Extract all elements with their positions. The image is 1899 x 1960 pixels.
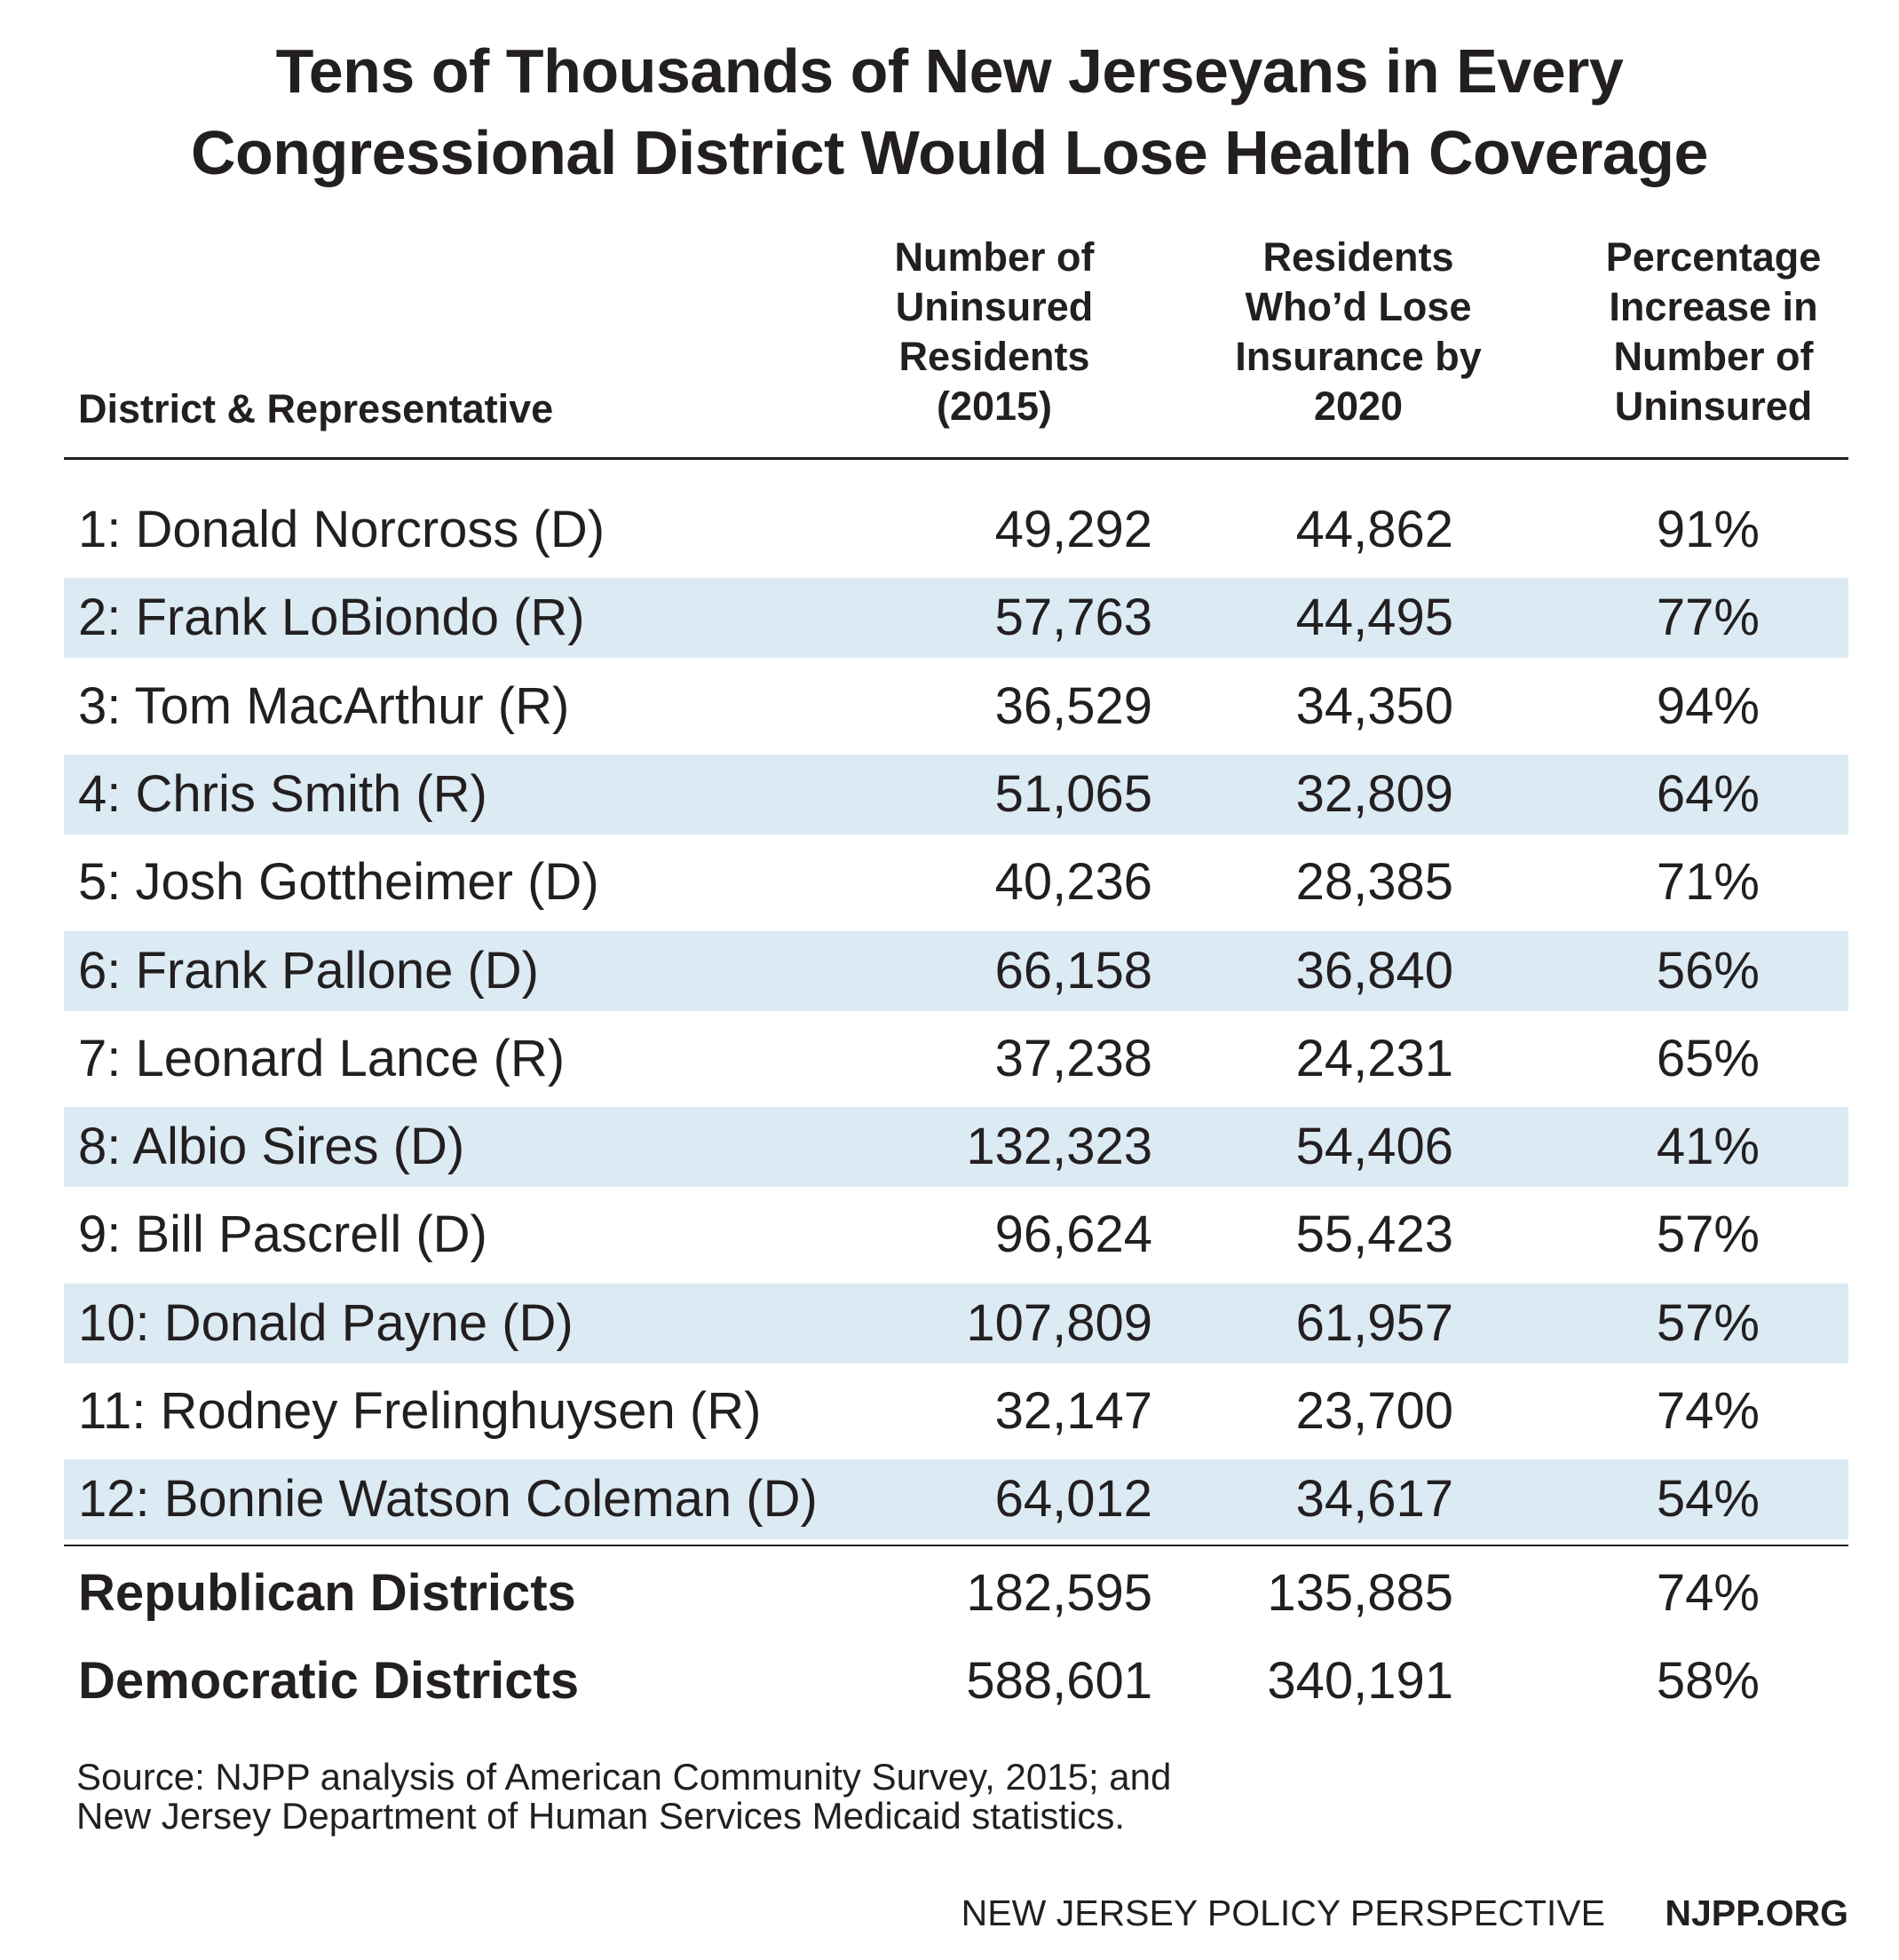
table-cell-uninsured-2015: 588,601 bbox=[966, 1652, 1152, 1710]
table-cell-pct-increase: 74% bbox=[1656, 1564, 1760, 1622]
table-cell-uninsured-2015: 36,529 bbox=[994, 677, 1152, 735]
table-cell-pct-increase: 56% bbox=[1656, 942, 1760, 1000]
table-row: 12: Bonnie Watson Coleman (D) 64,012 34,61… bbox=[64, 1459, 1848, 1539]
table-cell-uninsured-2015: 66,158 bbox=[994, 942, 1152, 1000]
table-row: 3: Tom MacArthur (R) 36,529 34,350 94% bbox=[64, 667, 1848, 747]
table-cell-uninsured-2015: 57,763 bbox=[994, 589, 1152, 646]
table-cell-district: 5: Josh Gottheimer (D) bbox=[78, 853, 599, 911]
table-cell-uninsured-2015: 49,292 bbox=[994, 501, 1152, 558]
table-cell-lose-by-2020: 340,191 bbox=[1267, 1652, 1453, 1710]
table-cell-lose-by-2020: 23,700 bbox=[1295, 1382, 1453, 1440]
table-cell-lose-by-2020: 61,957 bbox=[1295, 1294, 1453, 1352]
table-row: 4: Chris Smith (R) 51,065 32,809 64% bbox=[64, 755, 1848, 834]
column-header-line: Who’d Lose bbox=[1245, 284, 1472, 329]
table-cell-uninsured-2015: 40,236 bbox=[994, 853, 1152, 911]
column-header-line: Number of bbox=[1613, 334, 1814, 379]
table-cell-district: 8: Albio Sires (D) bbox=[78, 1118, 465, 1175]
table-cell-lose-by-2020: 44,495 bbox=[1295, 589, 1453, 646]
table-cell-district: 1: Donald Norcross (D) bbox=[78, 501, 605, 558]
table-cell-district: 12: Bonnie Watson Coleman (D) bbox=[78, 1470, 818, 1528]
summary-row: Democratic Districts 588,601 340,191 58% bbox=[64, 1641, 1848, 1721]
table-cell-district: 2: Frank LoBiondo (R) bbox=[78, 589, 585, 646]
table-cell-lose-by-2020: 55,423 bbox=[1295, 1205, 1453, 1263]
table-cell-pct-increase: 57% bbox=[1656, 1205, 1760, 1263]
table-cell-lose-by-2020: 36,840 bbox=[1295, 942, 1453, 1000]
table-cell-pct-increase: 91% bbox=[1656, 501, 1760, 558]
column-header-line: Increase in bbox=[1609, 284, 1818, 329]
table-row: 5: Josh Gottheimer (D) 40,236 28,385 71% bbox=[64, 842, 1848, 922]
table-cell-pct-increase: 41% bbox=[1656, 1118, 1760, 1175]
table-cell-uninsured-2015: 64,012 bbox=[994, 1470, 1152, 1528]
column-header-line: (2015) bbox=[936, 383, 1053, 429]
footer-credit: NEW JERSEY POLICY PERSPECTIVE NJPP.ORG bbox=[961, 1891, 1848, 1935]
table-row: 7: Leonard Lance (R) 37,238 24,231 65% bbox=[64, 1019, 1848, 1099]
source-line-2: New Jersey Department of Human Services … bbox=[76, 1795, 1126, 1837]
table-cell-uninsured-2015: 32,147 bbox=[994, 1382, 1152, 1440]
table-row: 2: Frank LoBiondo (R) 57,763 44,495 77% bbox=[64, 578, 1848, 658]
column-header-pct-increase: Percentage Increase in Number of Uninsur… bbox=[1536, 233, 1891, 431]
table-row: 10: Donald Payne (D) 107,809 61,957 57% bbox=[64, 1284, 1848, 1363]
footer-site: NJPP.ORG bbox=[1665, 1893, 1848, 1933]
column-header-line: Insurance by bbox=[1235, 334, 1482, 379]
chart-title: Tens of Thousands of New Jerseyans in Ev… bbox=[0, 30, 1899, 194]
table-cell-pct-increase: 57% bbox=[1656, 1294, 1760, 1352]
table-cell-lose-by-2020: 135,885 bbox=[1267, 1564, 1453, 1622]
column-header-district: District & Representative bbox=[78, 386, 554, 431]
column-header-lose-by-2020: Residents Who’d Lose Insurance by 2020 bbox=[1181, 233, 1536, 431]
table-cell-district: 4: Chris Smith (R) bbox=[78, 765, 487, 823]
table-cell-uninsured-2015: 107,809 bbox=[966, 1294, 1152, 1352]
table-cell-lose-by-2020: 32,809 bbox=[1295, 765, 1453, 823]
column-header-line: 2020 bbox=[1313, 383, 1404, 429]
column-header-line: Residents bbox=[898, 334, 1090, 379]
table-cell-pct-increase: 54% bbox=[1656, 1470, 1760, 1528]
table-cell-pct-increase: 74% bbox=[1656, 1382, 1760, 1440]
summary-row: Republican Districts 182,595 135,885 74% bbox=[64, 1553, 1848, 1633]
table-cell-pct-increase: 71% bbox=[1656, 853, 1760, 911]
footer-org: NEW JERSEY POLICY PERSPECTIVE bbox=[961, 1893, 1605, 1933]
table-cell-lose-by-2020: 28,385 bbox=[1295, 853, 1453, 911]
table-cell-district: 10: Donald Payne (D) bbox=[78, 1294, 574, 1352]
table-cell-lose-by-2020: 34,617 bbox=[1295, 1470, 1453, 1528]
column-header-line: Number of bbox=[894, 234, 1095, 280]
table-cell-district: 9: Bill Pascrell (D) bbox=[78, 1205, 487, 1263]
source-note: Source: NJPP analysis of American Commun… bbox=[76, 1758, 1171, 1836]
table-row: 1: Donald Norcross (D) 49,292 44,862 91% bbox=[64, 490, 1848, 570]
table-cell-district: 11: Rodney Frelinghuysen (R) bbox=[78, 1382, 762, 1440]
summary-divider bbox=[64, 1545, 1848, 1546]
table-row: 9: Bill Pascrell (D) 96,624 55,423 57% bbox=[64, 1195, 1848, 1275]
table-cell-district: 7: Leonard Lance (R) bbox=[78, 1030, 566, 1087]
source-line-1: Source: NJPP analysis of American Commun… bbox=[76, 1756, 1172, 1798]
chart-title-line-2: Congressional District Would Lose Health… bbox=[191, 118, 1709, 187]
column-header-line: Percentage bbox=[1605, 234, 1822, 280]
table-row: 6: Frank Pallone (D) 66,158 36,840 56% bbox=[64, 931, 1848, 1011]
table-cell-pct-increase: 64% bbox=[1656, 765, 1760, 823]
table-cell-lose-by-2020: 34,350 bbox=[1295, 677, 1453, 735]
header-divider bbox=[64, 457, 1848, 460]
column-header-uninsured-2015: Number of Uninsured Residents (2015) bbox=[817, 233, 1172, 431]
table-cell-pct-increase: 77% bbox=[1656, 589, 1760, 646]
column-header-line: Residents bbox=[1262, 234, 1454, 280]
table-cell-district: 6: Frank Pallone (D) bbox=[78, 942, 539, 1000]
table-cell-lose-by-2020: 54,406 bbox=[1295, 1118, 1453, 1175]
table-cell-district: Republican Districts bbox=[78, 1564, 576, 1622]
table-cell-uninsured-2015: 182,595 bbox=[966, 1564, 1152, 1622]
table-row: 8: Albio Sires (D) 132,323 54,406 41% bbox=[64, 1107, 1848, 1187]
chart-title-line-1: Tens of Thousands of New Jerseyans in Ev… bbox=[275, 36, 1624, 106]
column-header-line: Uninsured bbox=[895, 284, 1094, 329]
table-cell-uninsured-2015: 96,624 bbox=[994, 1205, 1152, 1263]
column-header-line: Uninsured bbox=[1614, 383, 1813, 429]
table-cell-lose-by-2020: 24,231 bbox=[1295, 1030, 1453, 1087]
table-cell-pct-increase: 65% bbox=[1656, 1030, 1760, 1087]
table-row: 11: Rodney Frelinghuysen (R) 32,147 23,700… bbox=[64, 1371, 1848, 1451]
table-cell-district: Democratic Districts bbox=[78, 1652, 580, 1710]
table-cell-uninsured-2015: 51,065 bbox=[994, 765, 1152, 823]
table-cell-district: 3: Tom MacArthur (R) bbox=[78, 677, 570, 735]
table-cell-lose-by-2020: 44,862 bbox=[1295, 501, 1453, 558]
table-cell-pct-increase: 58% bbox=[1656, 1652, 1760, 1710]
table-cell-uninsured-2015: 132,323 bbox=[966, 1118, 1152, 1175]
table-cell-pct-increase: 94% bbox=[1656, 677, 1760, 735]
table-cell-uninsured-2015: 37,238 bbox=[994, 1030, 1152, 1087]
